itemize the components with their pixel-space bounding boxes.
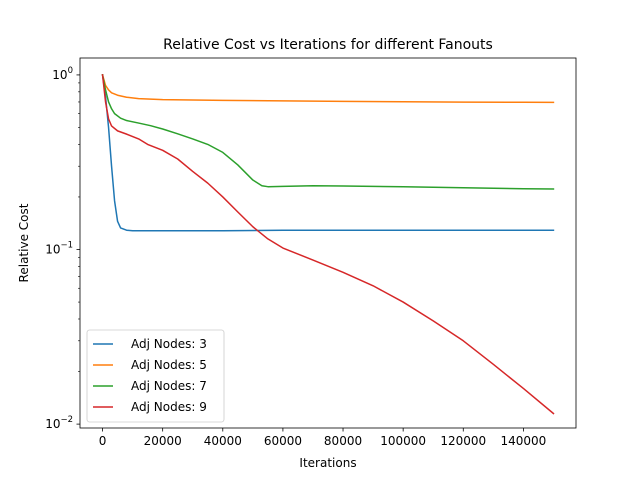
y-tick-label: 100: [52, 66, 73, 82]
legend-label-1: Adj Nodes: 3: [131, 337, 207, 351]
plot-frame: [79, 57, 577, 429]
y-axis-label: Relative Cost: [17, 203, 31, 282]
x-axis: 0 20000 40000 60000 80000 100000 120000 140000: [99, 428, 546, 448]
x-tick-label: 120000: [440, 434, 486, 448]
series-layer: [101, 73, 555, 415]
x-tick-label: 80000: [324, 434, 362, 448]
x-axis-label: Iterations: [299, 456, 356, 470]
y-axis: 10−2 10−1 100: [45, 66, 80, 431]
legend-label-4: Adj Nodes: 9: [131, 400, 207, 414]
chart-title: Relative Cost vs Iterations for differen…: [163, 37, 493, 53]
legend: Adj Nodes: 3 Adj Nodes: 5 Adj Nodes: 7 Adj …: [86, 329, 225, 423]
x-tick-label: 60000: [264, 434, 302, 448]
x-tick-label: 40000: [204, 434, 242, 448]
series-line-4: [101, 74, 555, 415]
x-tick-label: 0: [99, 434, 107, 448]
series-line-3: [101, 74, 555, 190]
legend-label-3: Adj Nodes: 7: [131, 379, 207, 393]
x-tick-label: 140000: [500, 434, 546, 448]
x-tick-label: 100000: [380, 434, 426, 448]
y-tick-label: 10−2: [45, 415, 73, 431]
x-tick-label: 20000: [144, 434, 182, 448]
legend-label-2: Adj Nodes: 5: [131, 358, 207, 372]
y-tick-label: 10−1: [45, 241, 73, 257]
series-line-2: [101, 73, 555, 104]
series-line-1: [101, 74, 555, 232]
legend-box: [86, 329, 225, 423]
